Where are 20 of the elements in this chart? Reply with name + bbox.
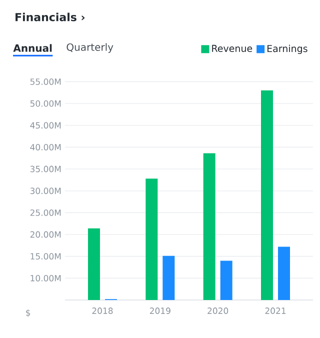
y-tick-label: 50.00M: [30, 100, 61, 107]
x-tick-label: 2020: [208, 308, 228, 314]
y-tick-label: 10.00M: [30, 274, 61, 282]
y-tick-label: 40.00M: [30, 144, 61, 150]
x-tick-label: 2019: [150, 308, 170, 314]
x-tick-label: 2021: [265, 308, 286, 314]
y-tick-label: 15.00M: [30, 253, 61, 260]
y-tick-label: 45.00M: [30, 122, 61, 129]
legend-label: Earnings: [267, 44, 308, 54]
y-tick-label: 35.00M: [30, 166, 61, 172]
text: Quarterly: [66, 43, 114, 53]
legend-label: Revenue: [212, 44, 252, 52]
y-tick-label: 20.00M: [30, 231, 61, 238]
chart-title: Financials ›: [16, 12, 84, 22]
y-tick-label: 55.00M: [30, 78, 61, 85]
text: Annual: [13, 44, 52, 52]
y-tick-label: 25.00M: [30, 209, 61, 216]
y-tick-label: 30.00M: [30, 188, 61, 194]
x-tick-label: 2018: [92, 308, 113, 314]
y-axis-title: $: [26, 309, 30, 317]
